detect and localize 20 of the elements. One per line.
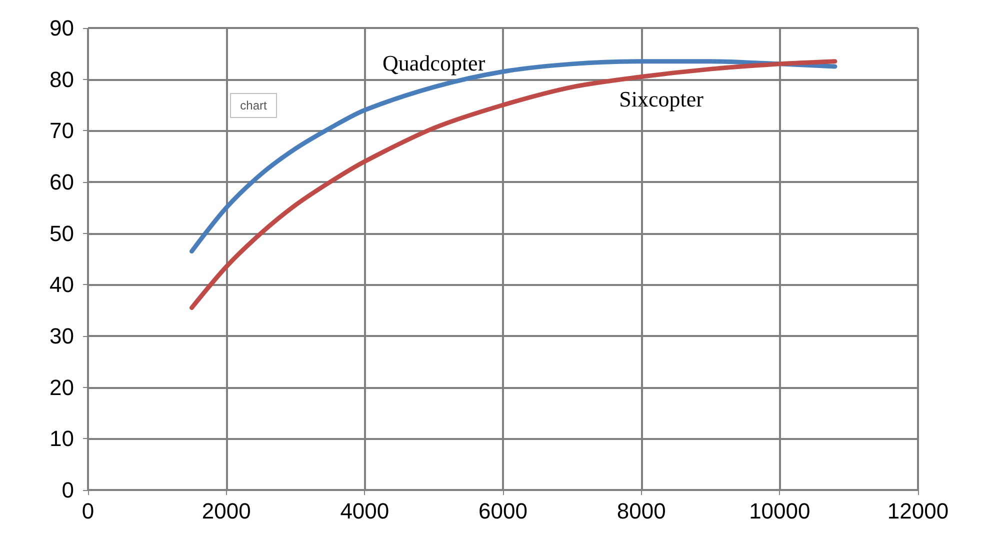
x-tick-label: 8000	[616, 498, 666, 524]
x-tick-label: 2000	[202, 498, 251, 524]
x-tick-label: 10000	[749, 498, 810, 524]
y-tick-label: 90	[50, 16, 74, 40]
series-label: Sixcopter	[619, 86, 704, 112]
annotation: chart	[240, 98, 268, 112]
x-tick-label: 0	[82, 498, 94, 524]
x-tick-label: 4000	[340, 498, 390, 524]
y-tick-label: 40	[50, 272, 74, 298]
series-label: Quadcopter	[382, 50, 486, 76]
x-tick-label: 6000	[478, 498, 528, 524]
y-tick-label: 70	[50, 118, 74, 144]
y-tick-label: 20	[50, 374, 74, 400]
y-tick-label: 50	[50, 220, 74, 246]
y-tick-label: 10	[50, 426, 74, 452]
y-tick-label: 0	[62, 478, 74, 502]
y-tick-label: 80	[50, 66, 74, 92]
y-tick-label: 60	[50, 170, 74, 194]
y-tick-label: 30	[50, 324, 74, 348]
x-tick-label: 12000	[887, 498, 949, 524]
